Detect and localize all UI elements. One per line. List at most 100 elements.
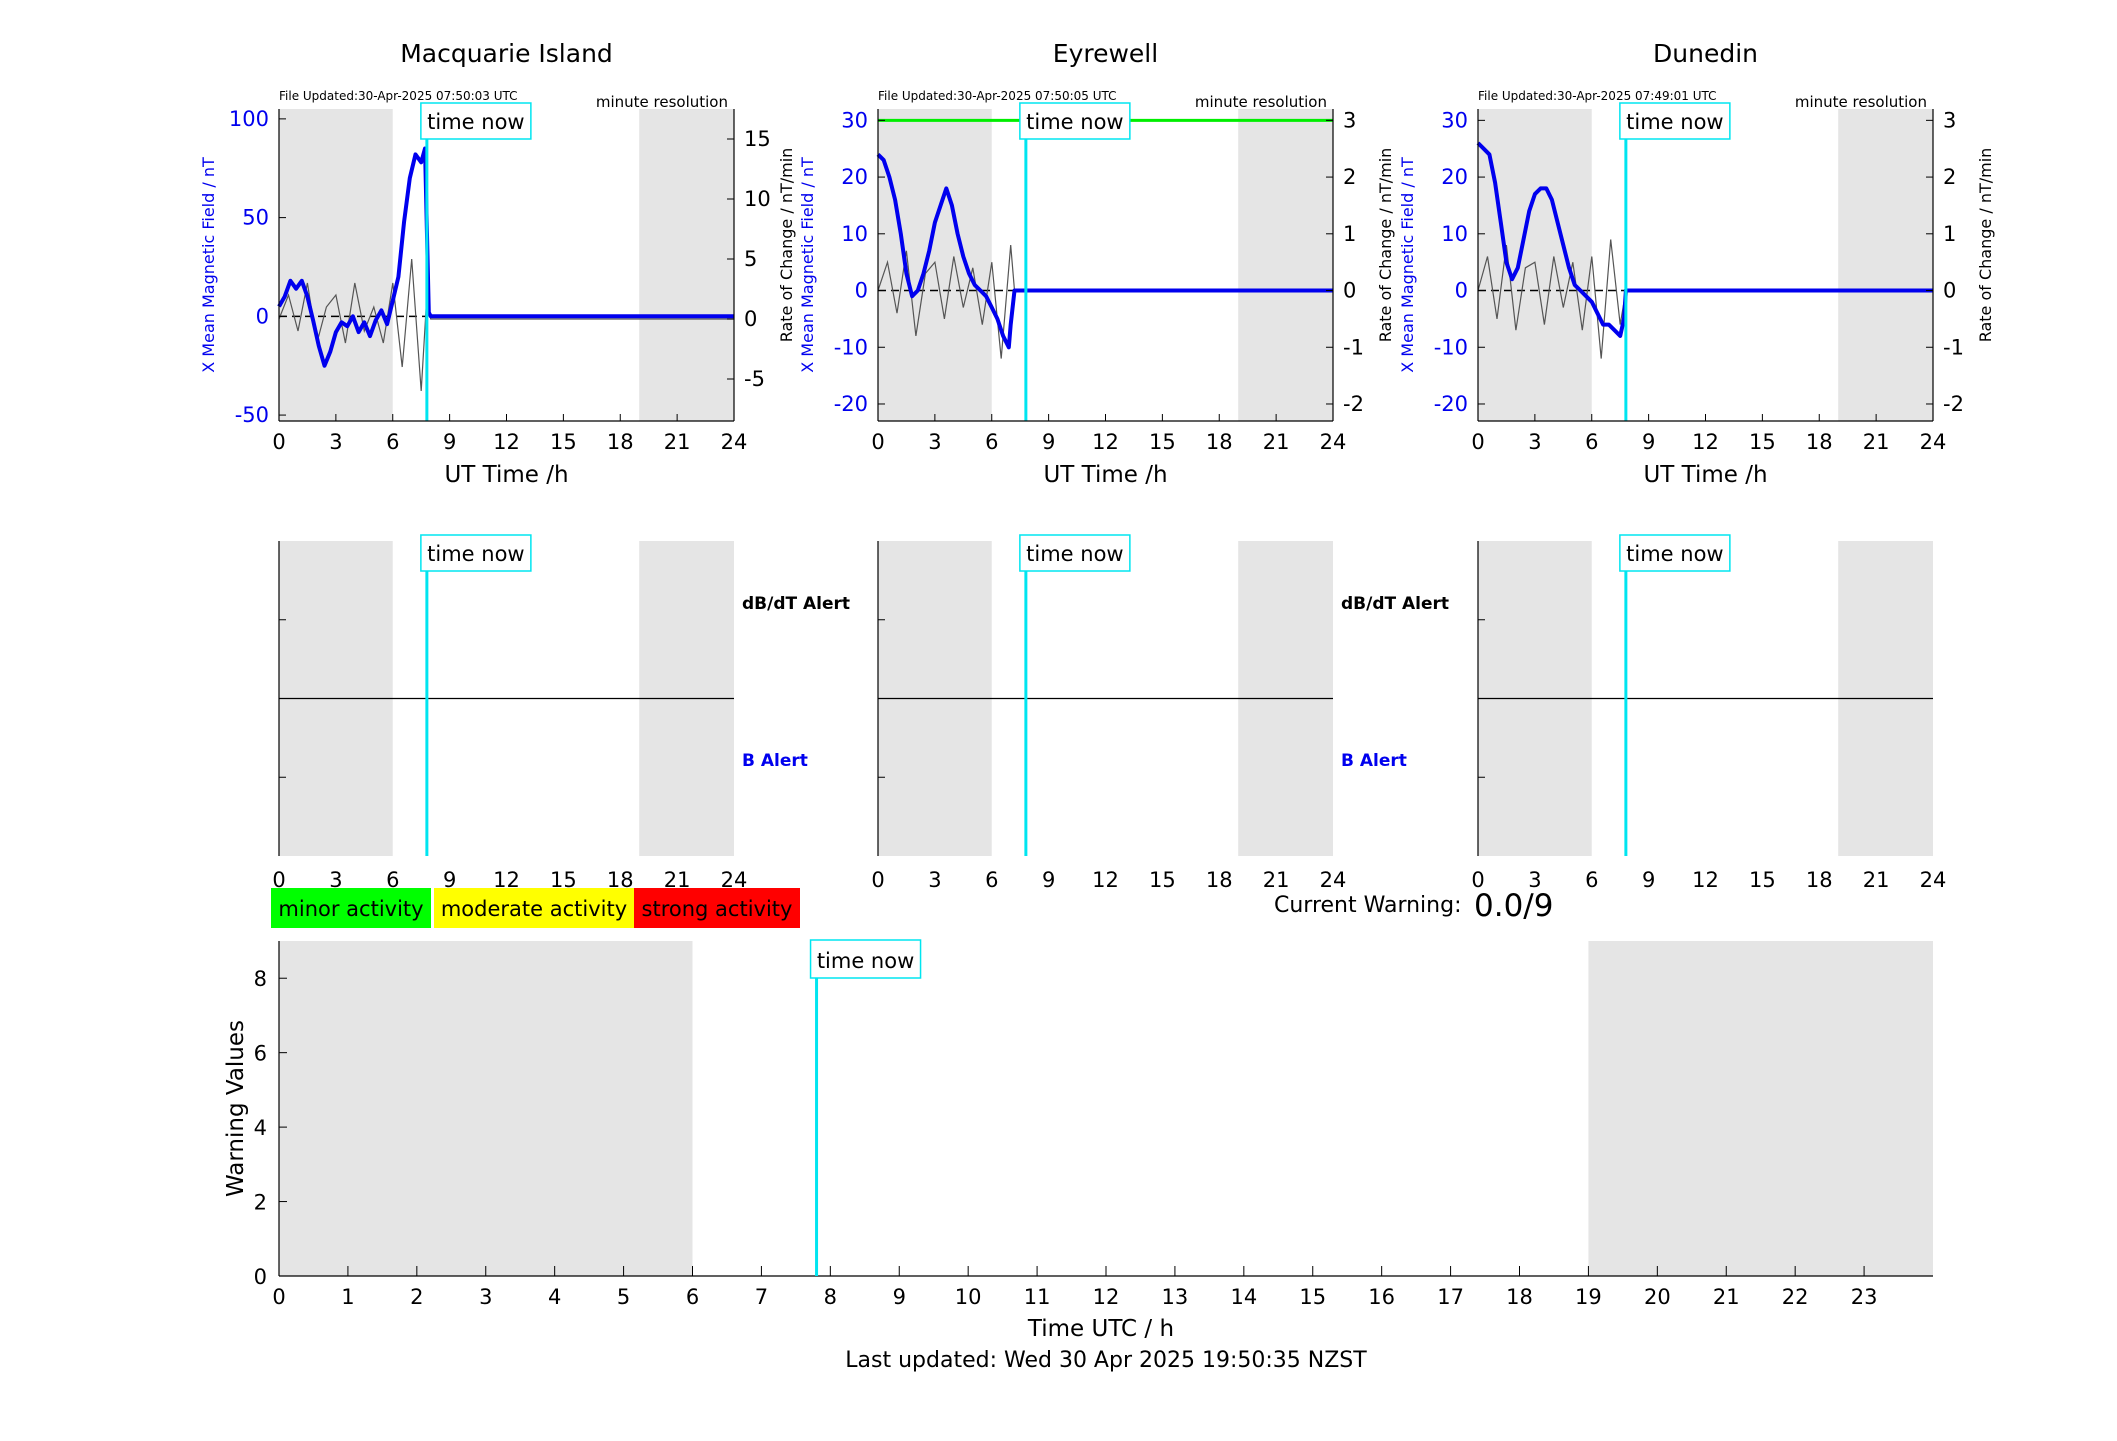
warning-y-tick-label: 2 — [254, 1191, 267, 1215]
warning-x-tick-label: 10 — [955, 1285, 982, 1309]
warning-x-tick-label: 12 — [1093, 1285, 1120, 1309]
legend-swatch-2 — [634, 888, 800, 928]
alert-panel-2: time now 0 3 6 9 12 15 18 21 24 — [1471, 534, 1947, 892]
right-y-tick-label: 3 — [1343, 108, 1356, 132]
time-now-box — [1019, 102, 1131, 140]
right-y-tick-label: 5 — [744, 247, 757, 271]
warning-x-tick-label: 5 — [617, 1285, 630, 1309]
x-tick-label: 12 — [1092, 430, 1119, 454]
x-tick-label: 15 — [1149, 868, 1176, 892]
night-shade — [1588, 941, 1933, 1276]
warning-x-tick-label: 20 — [1644, 1285, 1671, 1309]
warning-x-tick-label: 4 — [548, 1285, 561, 1309]
x-tick-label: 18 — [1206, 430, 1233, 454]
right-y-tick-label: -5 — [744, 367, 765, 391]
x-tick-label: 0 — [1471, 868, 1484, 892]
warning-x-tick-label: 7 — [755, 1285, 768, 1309]
dbdt-alert-label: dB/dT Alert — [1341, 594, 1449, 614]
right-y-tick-label: 1 — [1943, 222, 1956, 246]
left-y-tick-label: 0 — [855, 279, 868, 303]
left-y-tick-label: 30 — [1441, 108, 1468, 132]
rate-of-change-line — [877, 245, 1333, 359]
warning-y-tick-label: 8 — [254, 967, 267, 991]
b-alert-label: B Alert — [742, 751, 808, 771]
x-tick-label: 24 — [721, 430, 748, 454]
warning-x-tick-label: 14 — [1230, 1285, 1257, 1309]
x-tick-label: 0 — [1471, 430, 1484, 454]
magnetic-field-line — [277, 146, 734, 368]
x-tick-label: 12 — [1092, 868, 1119, 892]
left-y-tick-label: 100 — [229, 107, 269, 131]
warning-x-tick-label: 3 — [479, 1285, 492, 1309]
x-tick-label: 9 — [1642, 430, 1655, 454]
current-warning-value: 0.0/9 — [1474, 888, 1553, 924]
time-now-label: time now — [1026, 542, 1123, 566]
x-tick-label: 0 — [871, 868, 884, 892]
legend-swatch-0 — [271, 888, 431, 928]
time-now-label: time now — [1626, 542, 1723, 566]
x-tick-label: 21 — [1263, 868, 1290, 892]
x-tick-label: 3 — [1528, 430, 1541, 454]
station-title: Dunedin — [1653, 39, 1758, 68]
x-tick-label: 6 — [1585, 868, 1598, 892]
magnetic-field-line — [876, 152, 1333, 350]
warning-x-tick-label: 22 — [1782, 1285, 1809, 1309]
x-tick-label: 24 — [1320, 868, 1347, 892]
resolution-text: minute resolution — [1195, 93, 1327, 111]
right-y-tick-label: 0 — [1943, 279, 1956, 303]
x-tick-label: 24 — [1320, 430, 1347, 454]
left-y-tick-label: 0 — [1455, 279, 1468, 303]
right-y-tick-label: 10 — [744, 187, 771, 211]
left-y-tick-label: -10 — [834, 335, 868, 359]
file-updated-text: File Updated:30-Apr-2025 07:50:05 UTC — [878, 89, 1117, 103]
station-panel-2: Dunedin File Updated:30-Apr-2025 07:49:01… — [1398, 39, 1995, 488]
right-y-axis-label: Rate of Change / nT/min — [1976, 148, 1995, 343]
left-y-tick-label: 10 — [1441, 222, 1468, 246]
warning-y-axis-label: Warning Values — [223, 1020, 249, 1197]
x-tick-label: 15 — [1749, 430, 1776, 454]
left-y-tick-label: 20 — [1441, 165, 1468, 189]
station-title: Macquarie Island — [400, 39, 613, 68]
x-tick-label: 6 — [985, 868, 998, 892]
x-tick-label: 3 — [329, 430, 342, 454]
x-tick-label: 9 — [1642, 868, 1655, 892]
legend-label-1: moderate activity — [441, 897, 627, 921]
x-tick-label: 18 — [1806, 868, 1833, 892]
right-y-tick-label: 0 — [1343, 279, 1356, 303]
time-now-label: time now — [427, 542, 524, 566]
warning-x-tick-label: 2 — [410, 1285, 423, 1309]
night-shade — [1238, 109, 1333, 421]
night-shade — [639, 109, 734, 421]
resolution-text: minute resolution — [1795, 93, 1927, 111]
left-y-tick-label: 30 — [841, 108, 868, 132]
x-tick-label: 3 — [928, 868, 941, 892]
x-tick-label: 18 — [607, 430, 634, 454]
x-tick-label: 24 — [1920, 868, 1947, 892]
x-tick-label: 0 — [871, 430, 884, 454]
warning-y-tick-label: 4 — [254, 1116, 267, 1140]
x-tick-label: 9 — [1042, 430, 1055, 454]
left-y-tick-label: 20 — [841, 165, 868, 189]
left-y-tick-label: 0 — [256, 304, 269, 328]
warning-x-tick-label: 23 — [1851, 1285, 1878, 1309]
current-warning-label: Current Warning: — [1274, 893, 1461, 918]
time-now-box — [1619, 102, 1731, 140]
x-tick-label: 6 — [386, 430, 399, 454]
time-now-label: time now — [817, 949, 914, 973]
right-y-tick-label: -2 — [1343, 392, 1364, 416]
x-tick-label: 21 — [1863, 430, 1890, 454]
right-y-tick-label: 2 — [1943, 165, 1956, 189]
x-tick-label: 21 — [1863, 868, 1890, 892]
left-y-axis-label: X Mean Magnetic Field / nT — [199, 157, 218, 373]
footer-last-updated: Last updated: Wed 30 Apr 2025 19:50:35 N… — [845, 1348, 1367, 1373]
left-y-axis-label: X Mean Magnetic Field / nT — [798, 157, 817, 373]
x-axis-label: UT Time /h — [1043, 462, 1167, 488]
warning-x-tick-label: 19 — [1575, 1285, 1602, 1309]
time-now-box — [420, 102, 532, 140]
x-axis-label: UT Time /h — [1643, 462, 1767, 488]
x-tick-label: 15 — [1149, 430, 1176, 454]
b-alert-label: B Alert — [1341, 751, 1407, 771]
warning-x-tick-label: 8 — [824, 1285, 837, 1309]
